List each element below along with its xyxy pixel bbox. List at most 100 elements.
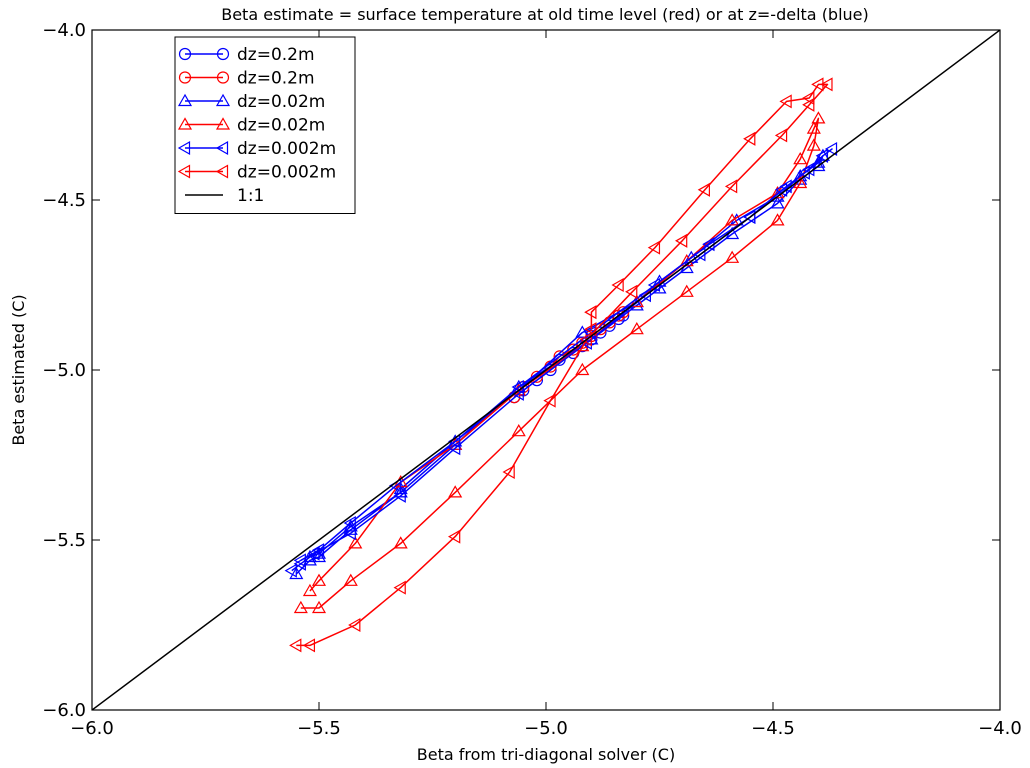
data-point [679, 284, 694, 297]
data-point [511, 379, 526, 393]
data-point [289, 566, 304, 580]
y-tick-label: −6.0 [42, 700, 86, 721]
series-line [296, 83, 829, 647]
data-point [511, 423, 526, 437]
data-point [815, 148, 830, 161]
data-point [820, 77, 833, 92]
data-point [393, 580, 406, 595]
data-point [806, 121, 821, 134]
axis-ticks: −6.0 −5.5 −5.0 −4.5 −4.0 −6.0 −5.5 −5.0 −4.5 −4.0 [42, 20, 1022, 739]
y-axis-label: Beta estimated (C) [9, 294, 28, 445]
data-point [611, 277, 624, 293]
y-tick-label: −4.5 [42, 190, 86, 211]
data-point [311, 600, 327, 614]
data-point [824, 141, 838, 157]
series-line [300, 117, 820, 609]
legend-label: dz=0.02m [237, 92, 325, 112]
data-point [348, 617, 361, 633]
data-point [302, 638, 316, 653]
series-4 [293, 111, 826, 614]
data-point [725, 213, 740, 226]
data-point [629, 321, 644, 335]
legend-entry: dz=0.2m [178, 69, 315, 89]
legend-entry: 1:1 [185, 186, 264, 206]
legend-marker [215, 140, 229, 156]
data-point [793, 151, 808, 165]
legend-marker [215, 164, 229, 179]
data-point [584, 305, 597, 320]
legend-marker [178, 47, 192, 61]
legend-entry: dz=0.002m [177, 163, 336, 183]
data-point [811, 158, 826, 172]
data-point [647, 240, 661, 255]
data-point [774, 128, 788, 143]
data-point [811, 111, 826, 124]
legend-marker [215, 117, 231, 130]
chart-title: Beta estimate = surface temperature at o… [221, 5, 869, 24]
legend-marker [216, 47, 230, 61]
data-point [447, 441, 461, 456]
data-point [343, 526, 356, 541]
data-point [543, 393, 556, 408]
legend-entry: dz=0.02m [177, 116, 325, 136]
legend: dz=0.2m dz=0.2m dz=0.02m dz=0.02m dz=0.002m d… [174, 36, 356, 214]
data-point [284, 563, 297, 578]
plot-data-area [92, 30, 1000, 710]
series-6 [289, 77, 833, 653]
legend-entry: dz=0.2m [178, 45, 315, 65]
legend-label: dz=0.2m [237, 69, 315, 89]
data-point [293, 600, 308, 614]
series-line [92, 30, 1000, 710]
legend-marker [177, 117, 193, 130]
legend-label: dz=0.02m [237, 116, 325, 136]
data-point [674, 233, 688, 248]
data-point [625, 284, 638, 299]
data-point [311, 573, 327, 586]
legend-marker [177, 140, 191, 156]
data-point [311, 543, 325, 558]
legend-marker [177, 93, 193, 107]
data-point [311, 549, 327, 563]
data-point [343, 515, 356, 531]
x-tick-label: −4.5 [751, 718, 795, 739]
data-point [802, 97, 815, 112]
data-point [293, 553, 306, 568]
data-point [502, 464, 515, 480]
data-point [693, 247, 706, 262]
data-point [393, 488, 406, 503]
y-tick-label: −4.0 [42, 20, 86, 41]
y-tick-label: −5.5 [42, 530, 86, 551]
data-point [724, 179, 738, 194]
x-axis-label: Beta from tri-diagonal solver (C) [417, 745, 675, 764]
data-point [806, 138, 821, 151]
legend-marker [177, 164, 191, 179]
data-point [393, 536, 408, 549]
data-point [802, 90, 815, 106]
data-point [302, 583, 317, 597]
legend-label: dz=0.002m [237, 139, 336, 159]
data-point [348, 536, 363, 549]
data-point [743, 209, 756, 225]
data-point [770, 213, 785, 226]
legend-marker [215, 93, 231, 107]
data-point [393, 485, 408, 498]
data-point [815, 148, 829, 163]
x-tick-label: −6.0 [70, 718, 114, 739]
data-point [289, 638, 302, 653]
series-7 [92, 30, 1000, 710]
data-point [743, 131, 756, 146]
x-tick-label: −5.0 [524, 718, 568, 739]
data-point [343, 522, 358, 535]
data-point [697, 182, 711, 197]
x-tick-label: −5.5 [297, 718, 341, 739]
data-point [679, 253, 694, 267]
x-tick-label: −4.0 [978, 718, 1022, 739]
y-tick-label: −5.0 [42, 360, 86, 381]
legend-label: dz=0.002m [237, 163, 336, 183]
data-point [579, 332, 592, 347]
legend-label: dz=0.2m [237, 45, 315, 65]
data-point [575, 362, 590, 376]
legend-entry: dz=0.002m [177, 139, 336, 159]
data-point [447, 529, 461, 544]
